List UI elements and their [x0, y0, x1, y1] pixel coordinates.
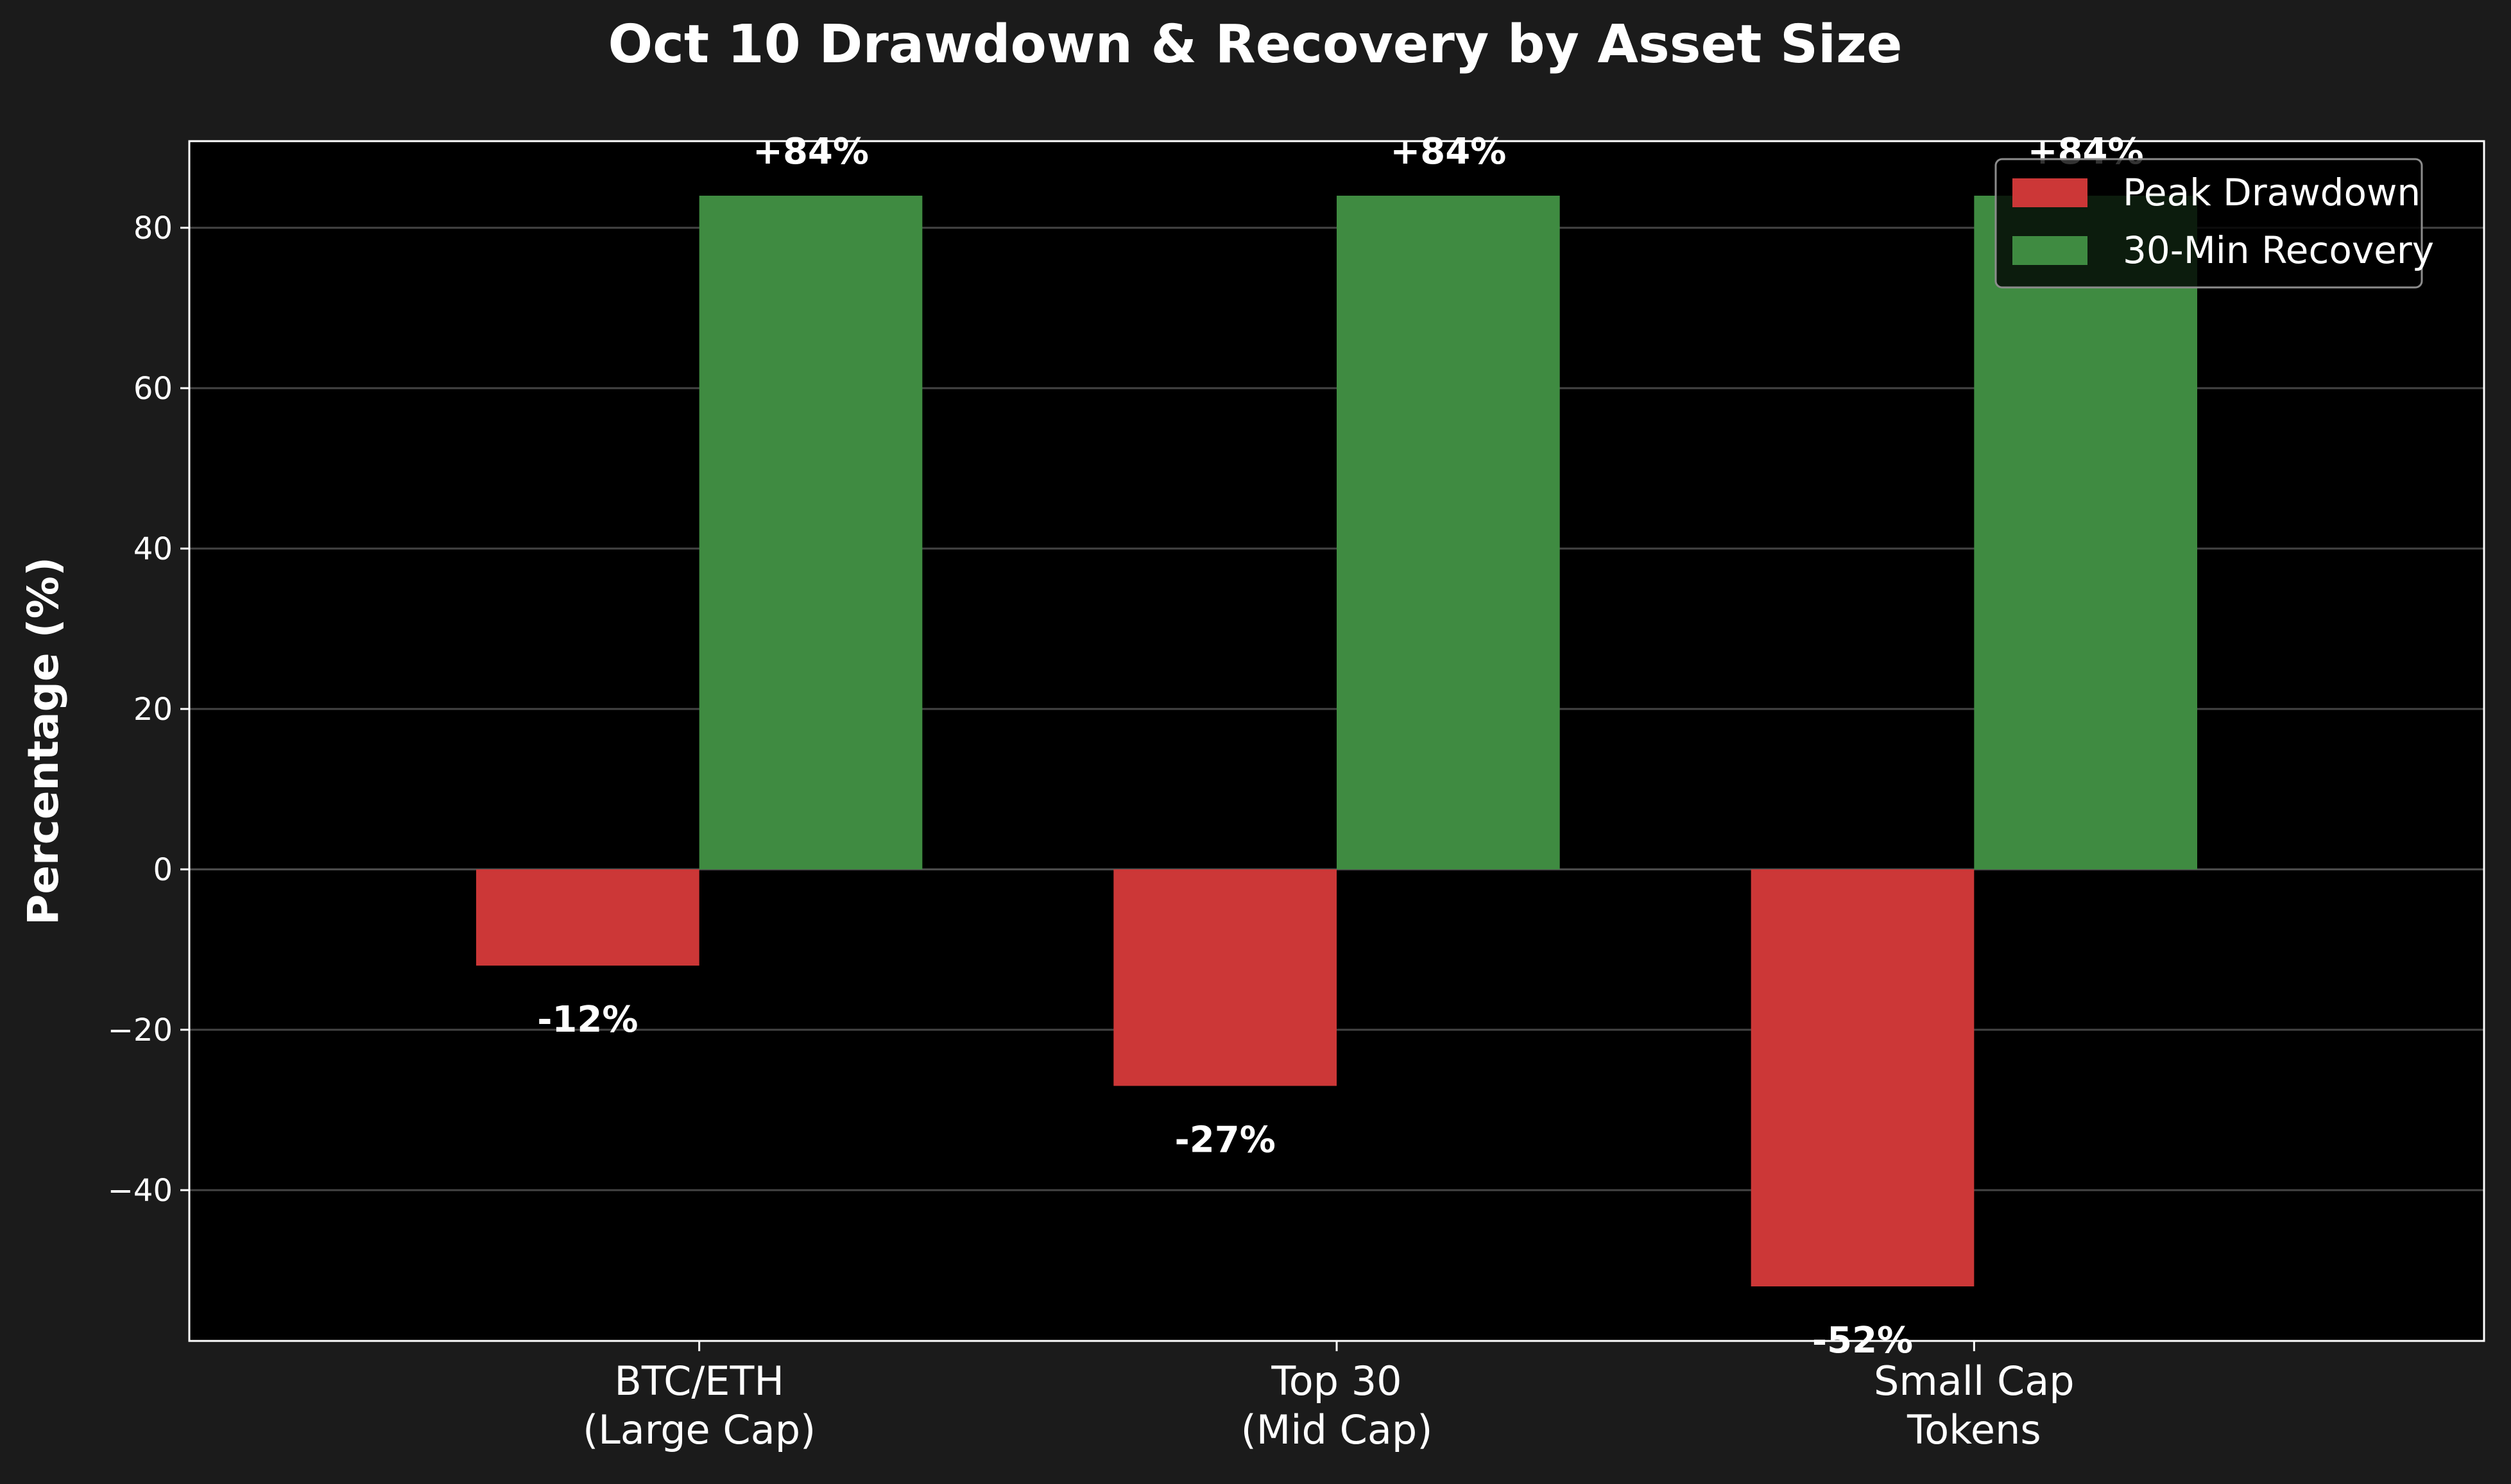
recovery-bar: [1974, 196, 2197, 869]
y-tick-label: −20: [108, 1012, 173, 1048]
y-tick-label: 0: [153, 852, 173, 888]
recovery-bar: [699, 196, 923, 869]
drawdown-bar: [476, 869, 699, 966]
y-tick-label: 20: [133, 692, 173, 728]
bars: [476, 196, 2197, 1286]
legend-swatch: [2012, 236, 2087, 265]
recovery-bar: [1337, 196, 1560, 869]
y-tick-label: −40: [108, 1173, 173, 1209]
legend-frame: [1994, 158, 2423, 289]
data-labels: -12%-27%-52%+84% +84% +84%: [537, 131, 2143, 1361]
data-label: +84%: [753, 131, 869, 173]
x-axis: BTC/ETH (Large Cap) Top 30 (Mid Cap) Small C…: [583, 1341, 2075, 1453]
y-tick-label: 80: [133, 210, 173, 246]
y-axis-label: Percentage (%): [19, 557, 68, 925]
x-tick-label-line: Small Cap: [1874, 1358, 2075, 1404]
x-tick-label-line: BTC/ETH: [614, 1358, 784, 1404]
legend-swatch: [2012, 178, 2087, 207]
y-tick-label: 60: [133, 371, 173, 407]
x-tick-label-line: (Large Cap): [583, 1406, 816, 1453]
x-tick-label: Top 30 (Mid Cap): [1241, 1358, 1433, 1453]
y-axis: −40 −20 0 20 40 60 80: [108, 210, 189, 1209]
legend-label: Peak Drawdown: [2123, 171, 2421, 214]
y-tick-label: 40: [133, 531, 173, 567]
data-label: -27%: [1175, 1120, 1276, 1161]
legend-label: 30-Min Recovery: [2123, 228, 2434, 272]
chart-title: Oct 10 Drawdown & Recovery by Asset Size: [608, 14, 1903, 75]
drawdown-bar: [1751, 869, 1975, 1286]
x-tick-label-line: (Mid Cap): [1241, 1406, 1433, 1453]
x-tick-label: Small Cap Tokens: [1874, 1358, 2075, 1453]
data-label: -12%: [537, 999, 638, 1041]
x-tick-label: BTC/ETH (Large Cap): [583, 1358, 816, 1453]
data-label: +84%: [1390, 131, 1506, 173]
legend: Peak Drawdown 30-Min Recovery: [1994, 158, 2434, 289]
x-tick-label-line: Tokens: [1907, 1406, 2041, 1453]
drawdown-bar: [1113, 869, 1337, 1086]
x-tick-label-line: Top 30: [1271, 1358, 1401, 1404]
